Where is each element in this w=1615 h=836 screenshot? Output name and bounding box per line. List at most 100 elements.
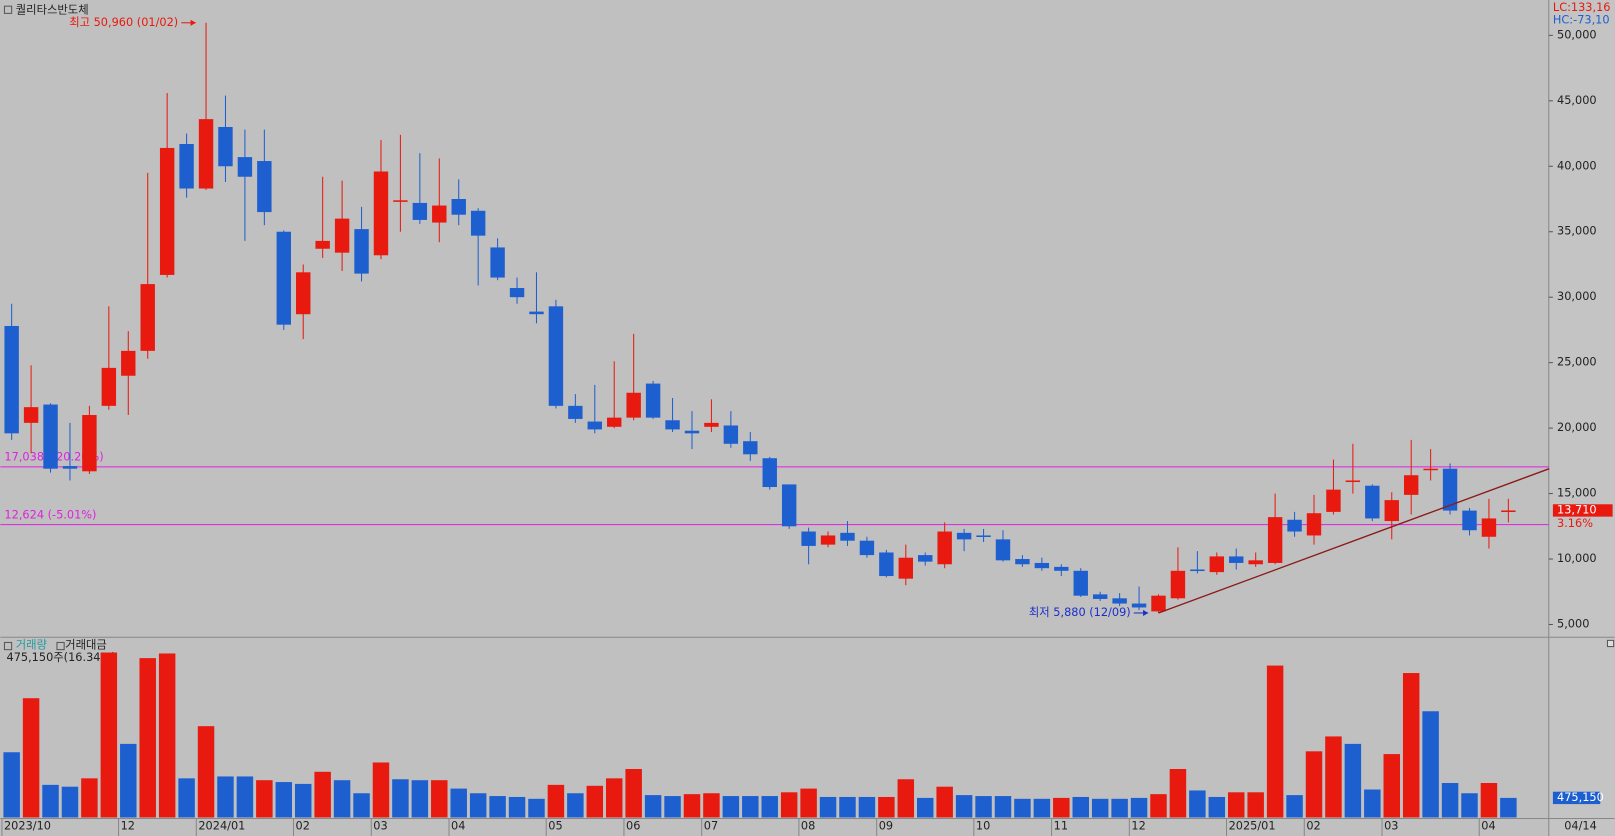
y-tick-label: 50,000 [1557,27,1597,41]
candle-body [1170,570,1186,599]
candle-body [1151,595,1166,612]
volume-bar [1422,711,1439,818]
x-tick-label: 02 [1306,819,1320,833]
x-tick-label: 03 [373,819,387,833]
candle-body [1501,510,1516,512]
x-tick-label: 08 [801,819,815,833]
volume-bar [742,796,759,818]
volume-bar [1150,794,1167,818]
volume-title: 거래량 [16,638,48,652]
volume-bar [605,778,623,818]
volume-bar [22,698,40,818]
candle-body [723,425,739,444]
candle-body [820,535,836,545]
volume-bar [333,780,351,818]
volume-bar [197,726,215,818]
volume-bar [1053,797,1070,818]
panel-button[interactable] [1606,639,1615,648]
candle-body [704,422,719,427]
candle-body [529,311,544,315]
candle-body [1326,489,1341,512]
volume-bar [1169,768,1187,818]
x-tick-label: 04 [451,819,465,833]
volume-bar [586,785,604,818]
candle-body [1190,569,1205,572]
candle-body [1209,556,1225,573]
annotation: 최저 5,880 (12/09) [1029,605,1131,619]
volume-bar [61,786,79,818]
candle-body [432,205,447,223]
volume-bar [1033,798,1051,818]
candle-body [762,458,777,488]
last-price: 13,710 [1557,502,1597,516]
volume-bar [1500,797,1517,818]
volume-bar [489,796,506,818]
amount-title: 거래대금 [65,638,107,652]
indicator: HC:-73,10 [1553,13,1610,27]
trendline [1158,468,1550,614]
volume-bar [955,795,973,818]
volume-bar [1072,796,1089,818]
candle-body [121,350,136,376]
candle-body [976,535,991,538]
candle-body [62,466,78,469]
candle-body [1034,562,1050,569]
volume-bar [372,762,390,818]
candle-body [995,539,1011,561]
volume-bar [1344,743,1362,818]
candle-body [82,415,97,472]
volume-bar [722,796,740,818]
volume-bar [1189,790,1206,818]
candle-body [218,126,233,167]
y-tick-label: 10,000 [1557,551,1597,565]
candle-body [451,198,466,215]
candle-body [587,421,603,430]
candle-body [918,555,933,562]
volume-bar [1364,789,1381,818]
volume-bar [1325,736,1342,818]
candle-body [23,407,39,423]
y-tick-label: 25,000 [1557,355,1597,369]
candle-body [1015,559,1030,565]
candle-body [898,557,914,579]
volume-bar [1111,798,1128,818]
candle-body [1384,500,1399,522]
y-tick-label: 40,000 [1557,158,1597,172]
candle-body [665,420,680,430]
annotation-arrowhead [190,19,196,26]
candle-body [43,404,58,469]
candle-body [140,284,155,351]
candle-body [509,288,525,298]
candle-body [1248,560,1263,565]
volume-bar [294,783,312,818]
y-tick-label: 20,000 [1557,420,1597,434]
volume-bar [1461,793,1478,818]
volume-bar [761,796,778,818]
candle-body [159,147,175,275]
candle-body [879,552,894,577]
volume-bar [81,778,98,818]
volume-bar [703,793,720,818]
x-tick-label: 2024/01 [198,819,245,833]
change-label: 3.16% [1557,516,1593,530]
candle-body [1403,475,1419,495]
volume-bar [139,658,156,818]
volume-bar [353,793,370,818]
h-line-label: 12,624 (-5.01%) [4,507,96,521]
candle-body [334,218,350,253]
candle-body [1054,566,1069,571]
candle-body [840,532,855,541]
volume-bar [878,796,895,818]
volume-bar [469,793,487,818]
candle-body [956,532,972,540]
volume-bar [178,778,195,818]
candle-body [1267,517,1283,563]
volume-bar [1305,751,1323,818]
volume-bar [392,779,409,818]
candle-body [101,367,117,406]
volume-bar [528,798,545,818]
volume-bar [411,780,429,818]
volume-bar [1247,792,1264,818]
candle-body [1462,510,1477,531]
